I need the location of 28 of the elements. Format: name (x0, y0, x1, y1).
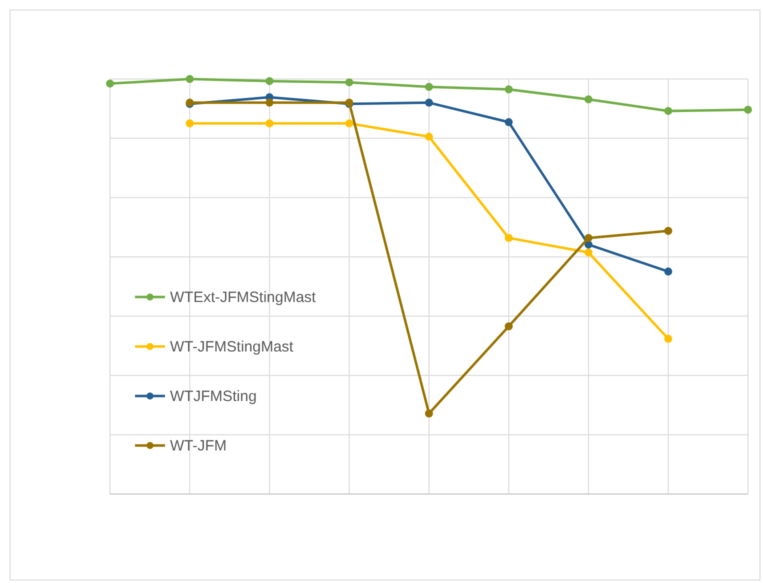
point (744, 106, 752, 114)
point (186, 119, 194, 128)
point (664, 334, 672, 343)
point (425, 409, 433, 418)
point (584, 234, 592, 242)
point (266, 119, 274, 128)
point (584, 95, 592, 104)
point (425, 98, 433, 107)
point (504, 118, 513, 126)
point (504, 322, 513, 330)
point (504, 234, 513, 242)
point (425, 132, 433, 141)
point (425, 82, 433, 91)
legend-label: WTExt-JFMStingMast (170, 289, 317, 306)
point (584, 248, 592, 256)
point (345, 78, 354, 86)
point (345, 119, 354, 128)
point (664, 268, 672, 276)
legend-label: WT-JFM (170, 438, 227, 454)
point (664, 226, 672, 235)
point (266, 77, 274, 86)
point (504, 85, 513, 94)
point (106, 80, 114, 88)
legend-label: WT-JFMStingMast (170, 338, 294, 356)
point (664, 106, 672, 115)
point (266, 98, 274, 107)
point (186, 75, 194, 83)
legend-label: WTJFMSting (170, 388, 257, 405)
